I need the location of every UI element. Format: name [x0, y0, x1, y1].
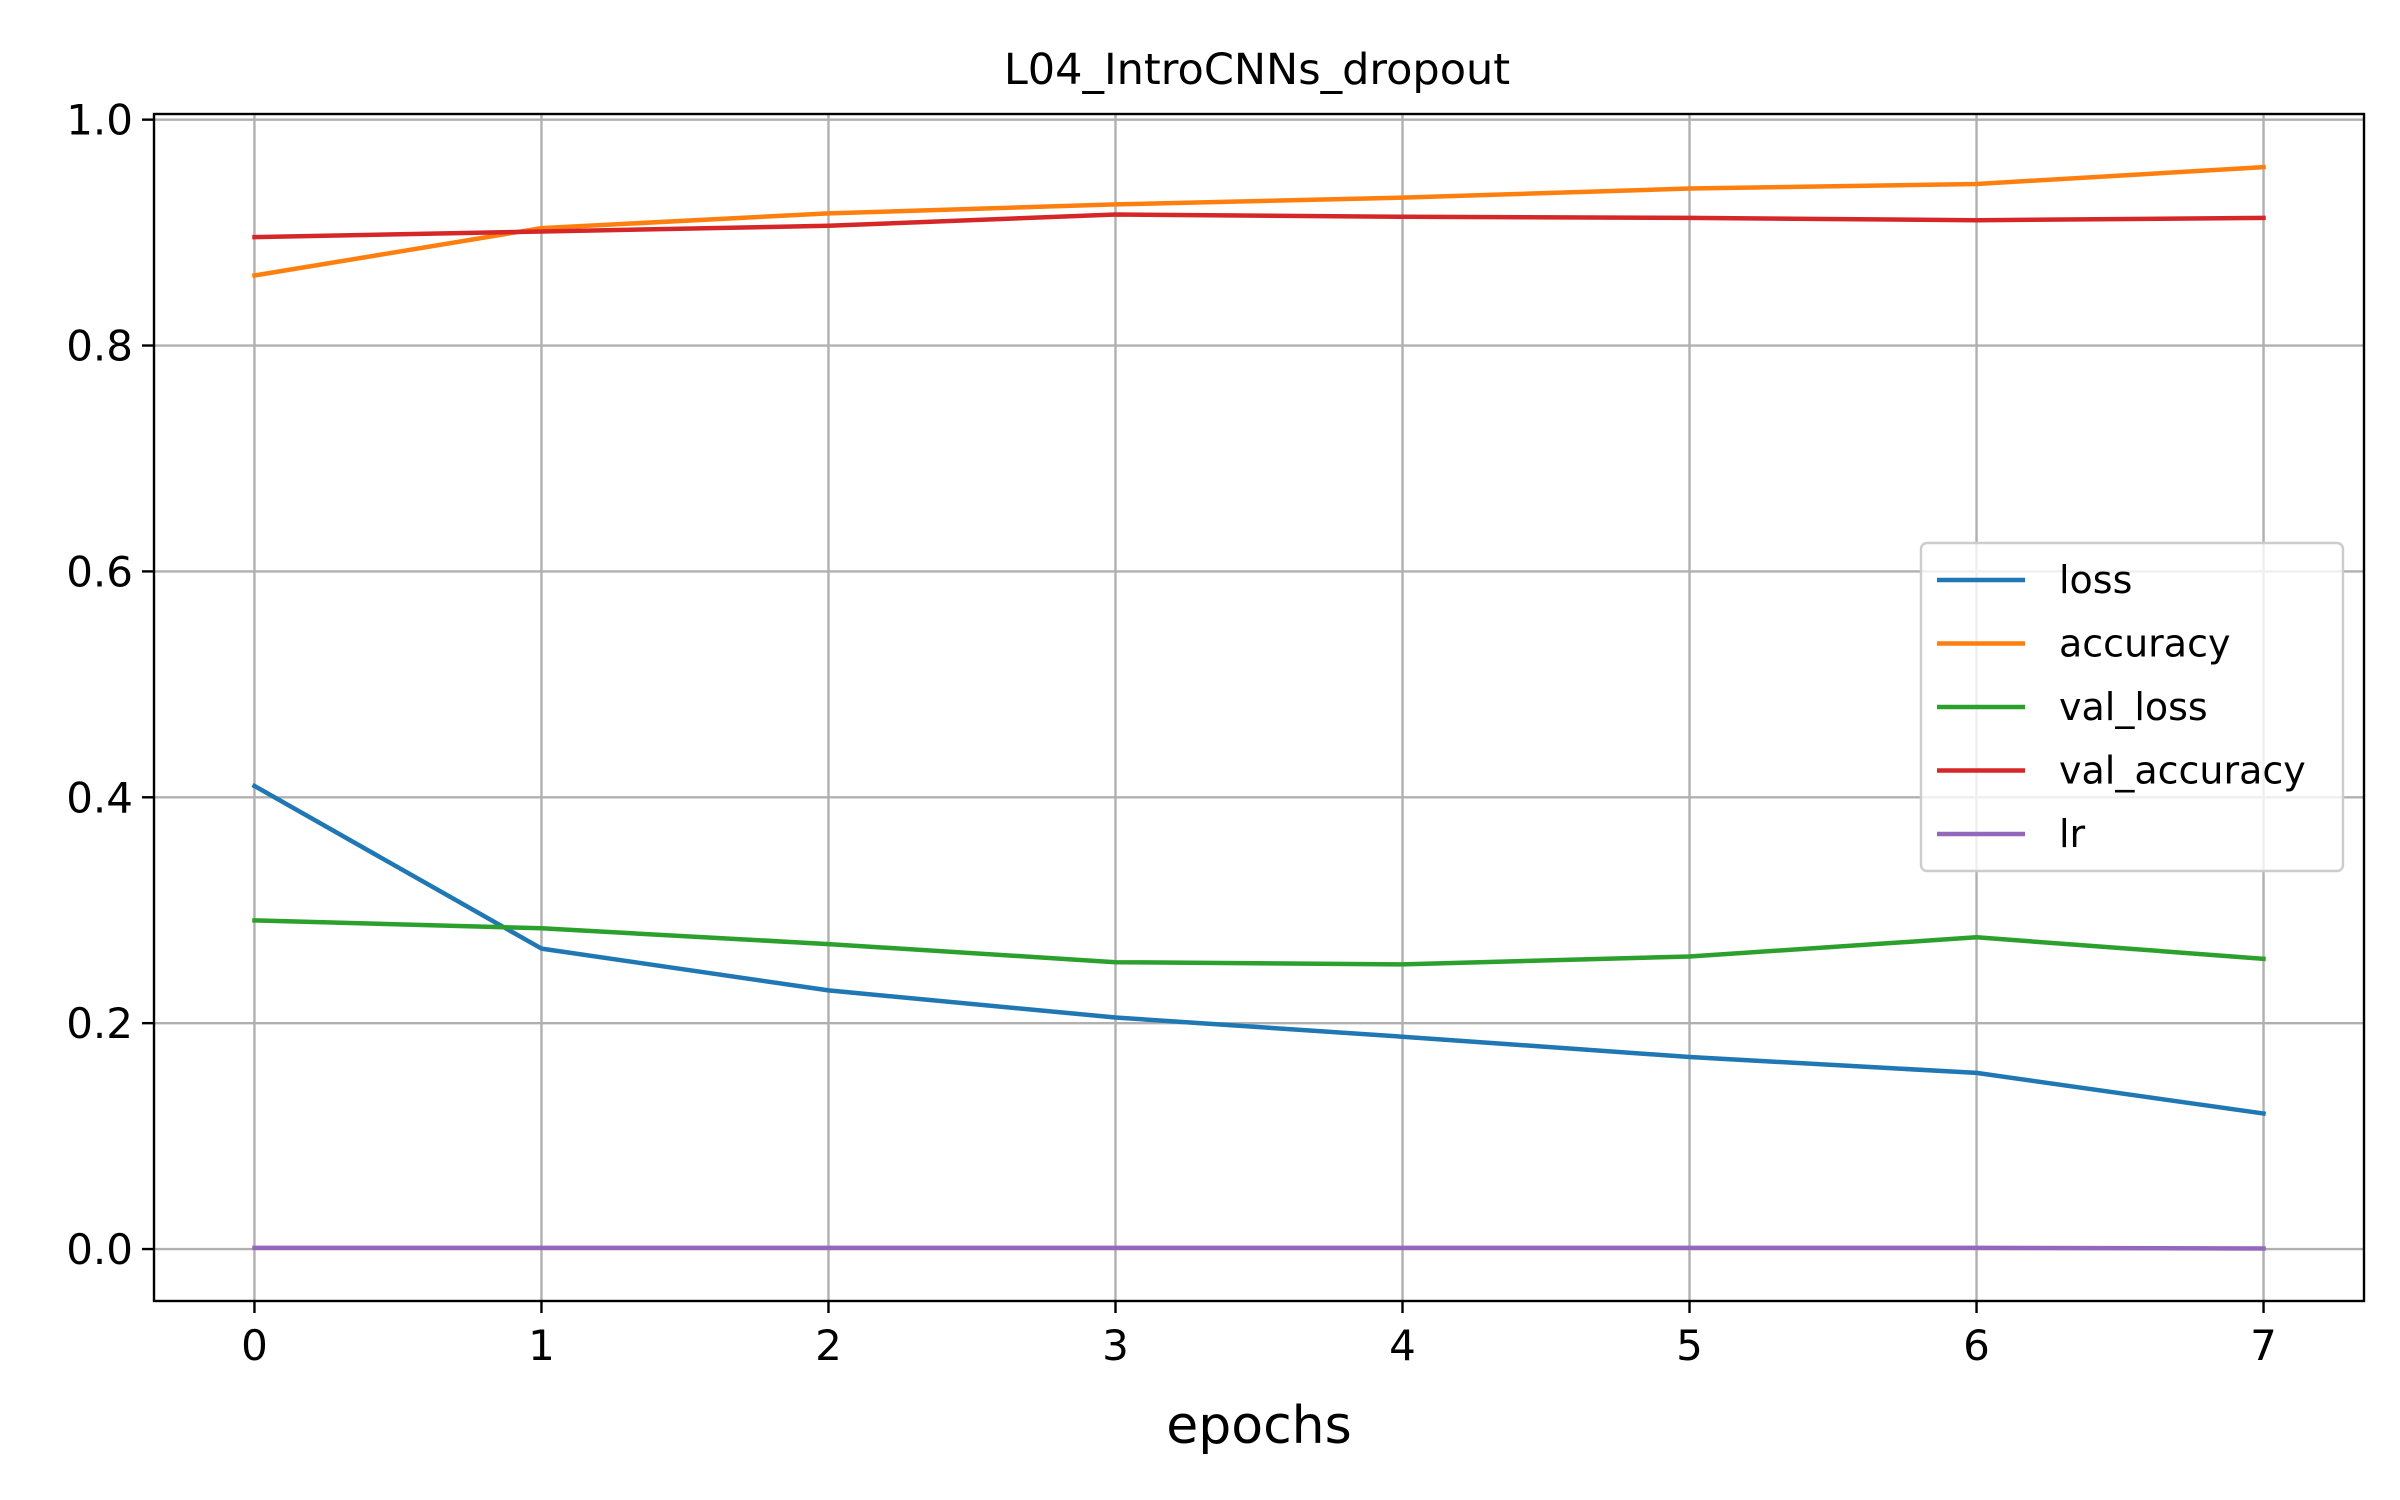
- x-tick-label: 3: [1102, 1321, 1129, 1370]
- chart-title: L04_IntroCNNs_dropout: [1004, 45, 1510, 95]
- legend-label: accuracy: [2059, 622, 2230, 666]
- x-tick-label: 1: [528, 1321, 555, 1370]
- y-tick-label: 0.4: [66, 773, 133, 822]
- x-tick-label: 7: [2250, 1321, 2277, 1370]
- series-line-loss: [251, 782, 2267, 1117]
- plot-frame: [152, 112, 2366, 1303]
- x-axis-label: epochs: [1166, 1396, 1351, 1456]
- series-line-val-loss: [252, 918, 2266, 967]
- legend-box: [1919, 541, 2345, 873]
- y-tick-label: 0.6: [66, 547, 133, 596]
- series-line-accuracy: [251, 164, 2266, 279]
- y-tick-label: 0.2: [66, 999, 133, 1048]
- series-line-val-accuracy: [252, 212, 2266, 240]
- axis-ticks: 0 1 2 3 4 5 6 7 0.0 0.2 0.4 0.6 0.8 1.0: [66, 96, 2277, 1370]
- x-tick-label: 0: [241, 1321, 268, 1370]
- legend-label: val_loss: [2059, 685, 2208, 729]
- series-lines: [251, 164, 2267, 1251]
- legend-label: lr: [2059, 812, 2086, 856]
- series-line-lr: [252, 1245, 2266, 1251]
- x-tick-label: 2: [815, 1321, 842, 1370]
- legend-label: val_accuracy: [2059, 749, 2306, 793]
- x-tick-label: 4: [1389, 1321, 1416, 1370]
- y-tick-label: 1.0: [66, 96, 133, 145]
- legend-label: loss: [2059, 558, 2132, 602]
- x-tick-label: 5: [1676, 1321, 1703, 1370]
- y-tick-label: 0.0: [66, 1225, 133, 1274]
- x-tick-label: 6: [1963, 1321, 1990, 1370]
- y-tick-label: 0.8: [66, 322, 133, 371]
